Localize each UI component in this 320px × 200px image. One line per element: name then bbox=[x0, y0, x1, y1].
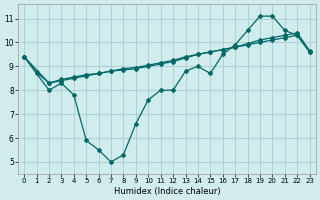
X-axis label: Humidex (Indice chaleur): Humidex (Indice chaleur) bbox=[114, 187, 220, 196]
